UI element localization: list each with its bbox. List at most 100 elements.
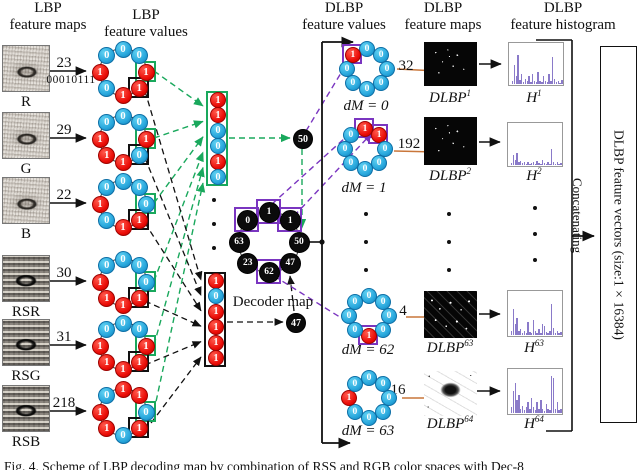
bit-node: 1: [114, 296, 132, 314]
histogram-bar: [551, 303, 553, 335]
bit-node: 0: [130, 321, 148, 339]
bit-node: 0: [114, 426, 132, 444]
histogram-label: H64: [509, 414, 559, 433]
histogram-bar: [532, 320, 535, 335]
histogram-bar: [521, 73, 523, 84]
histogram-bar: [517, 55, 519, 84]
lbp-feature-map-image: [2, 177, 50, 224]
dlbp-map-label-sup: 1: [466, 88, 472, 98]
histogram-bar: [551, 376, 553, 413]
dlbp-map-label-sup: 2: [466, 166, 472, 176]
decoder-node: 50: [288, 231, 310, 253]
histogram-bar: [538, 409, 540, 413]
lbp-feature-map-image: [2, 45, 50, 92]
bit-node: 0: [342, 126, 359, 143]
ellipsis-dot: [212, 246, 216, 250]
histogram-bar: [514, 159, 517, 165]
histogram-bar: [525, 333, 527, 335]
histogram-bar: [543, 162, 546, 165]
dlbp-map-label: DLBP63: [415, 338, 485, 357]
histogram-label-base: H: [524, 416, 535, 432]
bit-node: 1: [98, 353, 116, 371]
bit-node: 1: [130, 211, 148, 229]
histogram-bar: [529, 163, 531, 165]
histogram-bar: [527, 161, 529, 165]
bit-node: 1: [91, 195, 109, 213]
histogram-label-base: H: [524, 340, 535, 356]
histogram-bar: [541, 82, 543, 84]
bit-node: 0: [98, 257, 116, 275]
histogram-bar: [515, 75, 518, 84]
histogram-bar: [540, 163, 542, 165]
header-line1: LBP: [34, 0, 62, 16]
histogram-bar: [542, 75, 545, 84]
black-bit-arrow: [144, 222, 202, 312]
header-line2: feature histogram: [510, 17, 616, 33]
histogram-bar: [549, 410, 551, 413]
dlbp-map-label-base: DLBP: [429, 90, 467, 106]
histogram-bar: [541, 159, 544, 165]
column-header: DLBP feature maps: [386, 0, 501, 34]
bit-node: 0: [375, 322, 392, 339]
bit-node: 0: [98, 179, 116, 197]
dlbp-map-label-base: DLBP: [426, 340, 465, 356]
histogram-bar: [527, 322, 529, 335]
bit-node: 0: [373, 75, 390, 92]
bit-node: 0: [137, 195, 155, 213]
black-column-bit: 1: [208, 273, 224, 289]
dlbp-map-label-base: DLBP: [426, 416, 465, 432]
green-column-bit: 0: [210, 122, 226, 139]
histogram-bar: [552, 161, 555, 165]
channel-label: RSR: [11, 304, 41, 320]
histogram-bar: [534, 163, 537, 165]
histogram-bar: [527, 401, 529, 413]
ellipsis-dot: [533, 232, 537, 236]
dm-index-label: dM = 1: [341, 180, 387, 196]
bit-node: 1: [130, 289, 148, 307]
bit-node: 1: [98, 289, 116, 307]
histogram-bar: [554, 163, 557, 165]
dlbp-feature-map-image: [424, 42, 477, 86]
black-selection-box: [127, 208, 149, 230]
bit-node: 0: [361, 410, 377, 426]
histogram-bar: [552, 56, 554, 84]
histogram-bar: [554, 409, 557, 413]
histogram-bar: [547, 162, 549, 165]
black-column-bit: 1: [208, 303, 224, 320]
bit-node: 1: [98, 146, 116, 164]
bit-node: 1: [91, 273, 109, 291]
histogram-bar: [522, 81, 525, 84]
histogram-bar: [548, 73, 550, 84]
header-line2: feature values: [104, 24, 188, 40]
bit-node: 0: [375, 375, 392, 392]
bit-node: 1: [130, 79, 148, 97]
histogram-bar: [559, 82, 561, 84]
green-column-bit: 1: [210, 153, 226, 170]
dm-index-label: dM = 0: [343, 98, 389, 114]
histogram-bar: [560, 332, 562, 335]
histogram-bar: [529, 332, 531, 335]
ellipsis-dot: [212, 198, 216, 202]
bit-node: 1: [130, 419, 148, 437]
histogram-bar: [514, 383, 517, 413]
dlbp-histogram: [507, 368, 563, 415]
histogram-bar: [552, 377, 555, 413]
header-line2: feature values: [302, 17, 386, 33]
histogram-bar: [537, 72, 539, 84]
header-line1: DLBP: [324, 0, 364, 16]
lbp-feature-map-image: [2, 112, 50, 159]
black-decoded-value: 47: [286, 313, 306, 333]
histogram-bar: [514, 323, 517, 335]
bit-node: 1: [361, 328, 377, 344]
black-selection-box: [127, 76, 149, 98]
histogram-bar: [521, 163, 524, 165]
bit-node: 1: [91, 63, 109, 81]
bit-node: 0: [98, 211, 116, 229]
ellipsis-dot: [533, 258, 537, 262]
histogram-label-sup: 1: [537, 88, 542, 98]
histogram-bar: [538, 163, 540, 165]
histogram-bar: [543, 410, 546, 413]
black-bit-arrow: [144, 157, 202, 297]
lbp-value: 218: [52, 395, 76, 411]
histogram-bar: [541, 323, 544, 335]
